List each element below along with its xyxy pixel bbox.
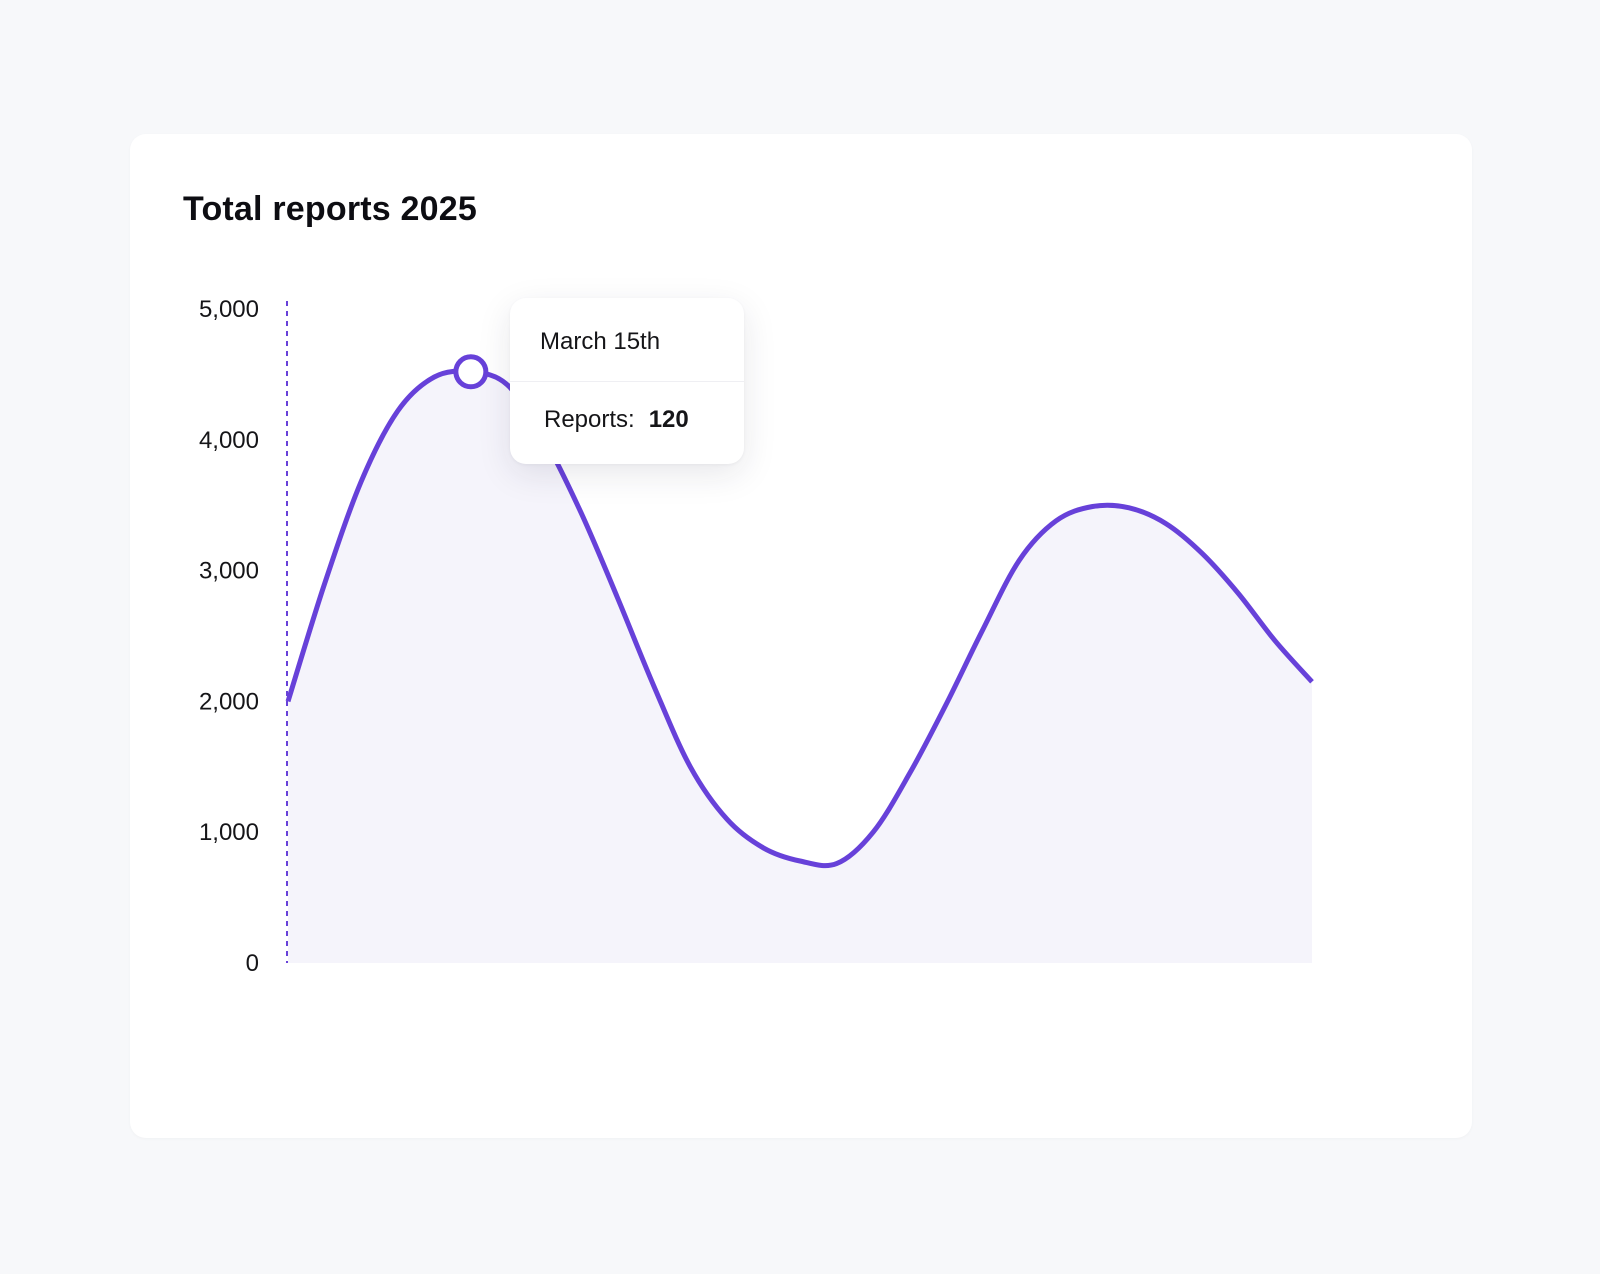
data-tooltip: March 15th Reports: 120 (510, 298, 744, 464)
series-area (288, 371, 1312, 963)
chart-title: Total reports 2025 (183, 190, 477, 228)
y-tick-label: 5,000 (199, 296, 259, 323)
area-chart: 5,000 4,000 3,000 2,000 1,000 0 (199, 296, 1314, 977)
y-tick-label: 4,000 (199, 427, 259, 454)
series-line (285, 368, 1314, 869)
chart-card: Total reports 2025 5,000 4,000 3,000 2,000 1… (130, 134, 1472, 1138)
highlighted-point[interactable] (453, 354, 489, 390)
y-tick-label: 1,000 (199, 819, 259, 846)
tooltip-divider (510, 381, 744, 382)
y-tick-label: 2,000 (199, 688, 259, 715)
tooltip-label: Reports: (544, 406, 635, 433)
tooltip-value: 120 (648, 406, 689, 433)
tooltip-date: March 15th (540, 328, 661, 355)
tooltip-row: Reports: 120 (544, 406, 689, 434)
y-tick-label: 0 (246, 950, 259, 977)
y-axis: 5,000 4,000 3,000 2,000 1,000 0 (199, 296, 259, 977)
y-tick-label: 3,000 (199, 558, 259, 585)
